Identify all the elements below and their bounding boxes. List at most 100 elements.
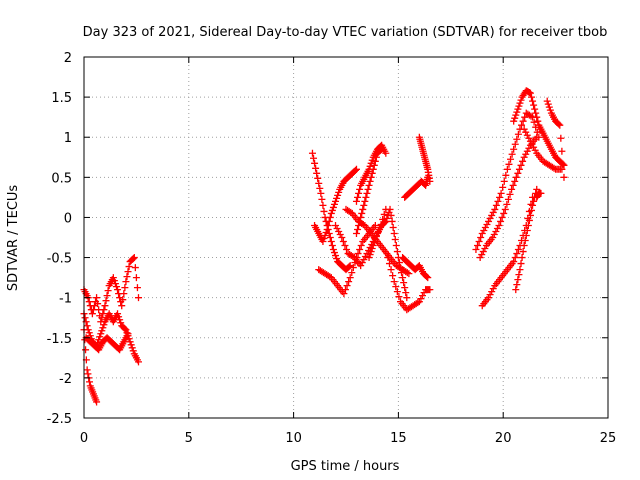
data-point (352, 229, 360, 237)
data-point (526, 211, 534, 219)
data-point (120, 290, 128, 298)
data-point (345, 263, 353, 271)
data-point (102, 297, 110, 305)
data-point (321, 231, 329, 239)
data-point (357, 213, 365, 221)
data-point (500, 209, 508, 217)
data-point (88, 310, 96, 318)
data-point (333, 194, 341, 202)
data-point (530, 101, 538, 109)
data-point (370, 161, 378, 169)
y-tick-label: -2 (59, 372, 72, 387)
data-point (510, 117, 518, 125)
data-point (333, 224, 341, 232)
data-point (515, 271, 523, 279)
data-point (328, 206, 336, 214)
data-point (121, 284, 129, 292)
data-point (123, 273, 131, 281)
data-point (360, 201, 368, 209)
data-point (385, 260, 393, 268)
data-point (381, 218, 389, 226)
data-point (402, 289, 410, 297)
data-point (85, 329, 93, 337)
data-point (496, 193, 504, 201)
data-point (511, 177, 519, 185)
data-point (560, 173, 568, 181)
data-point (424, 274, 432, 282)
data-point (308, 149, 316, 157)
data-point (99, 310, 107, 318)
data-point (324, 221, 332, 229)
series-arc-1 (80, 326, 101, 406)
series-arc-11 (352, 145, 386, 237)
data-point (319, 201, 327, 209)
data-point (372, 153, 380, 161)
data-point (335, 227, 343, 235)
x-tick-label: 25 (600, 431, 617, 446)
data-point (378, 145, 386, 153)
series-arc-2 (80, 254, 142, 326)
data-point (351, 166, 359, 174)
data-point (117, 319, 125, 327)
data-point (417, 295, 425, 303)
plot-frame (83, 56, 609, 419)
data-point (356, 246, 364, 254)
data-point (354, 193, 362, 201)
series-arc-14 (399, 254, 432, 282)
data-point (332, 221, 340, 229)
data-point (359, 205, 367, 213)
data-point (115, 313, 123, 321)
data-point (130, 254, 138, 262)
data-point (519, 117, 527, 125)
data-point (339, 238, 347, 246)
y-tick-label: -1 (59, 292, 72, 307)
data-point (81, 314, 89, 322)
data-point (508, 150, 516, 158)
data-point (515, 102, 523, 110)
data-point (485, 217, 493, 225)
data-point (521, 113, 529, 121)
data-point (365, 181, 373, 189)
data-point (481, 223, 489, 231)
data-point (349, 264, 357, 272)
data-point (326, 273, 334, 281)
data-point (368, 156, 376, 164)
data-point (97, 330, 105, 338)
data-point (476, 254, 484, 262)
data-point (393, 288, 401, 296)
data-point (312, 164, 320, 172)
data-point (325, 229, 333, 237)
data-point (323, 225, 331, 233)
y-tick-label: 1.5 (51, 91, 72, 106)
data-point (521, 237, 529, 245)
data-point (380, 210, 388, 218)
data-point (389, 272, 397, 280)
data-point (83, 322, 91, 330)
data-point (525, 134, 533, 142)
y-tick-label: 1 (64, 131, 72, 146)
data-point (486, 214, 494, 222)
data-point (517, 260, 525, 268)
data-point (520, 125, 528, 133)
data-point (488, 211, 496, 219)
data-point (134, 294, 142, 302)
x-tick-label: 0 (80, 431, 88, 446)
data-point (348, 269, 356, 277)
y-tick-label: 0 (64, 211, 72, 226)
data-point (529, 97, 537, 105)
data-point (84, 326, 92, 334)
data-point (395, 259, 403, 267)
data-point (357, 262, 365, 270)
data-point (513, 281, 521, 289)
data-point (493, 224, 501, 232)
data-point (98, 327, 106, 335)
data-point (510, 145, 518, 153)
data-point (382, 149, 390, 157)
data-point (343, 246, 351, 254)
data-point (330, 249, 338, 257)
data-point (361, 253, 369, 261)
data-point (134, 358, 142, 366)
data-point (124, 330, 132, 338)
data-point (365, 254, 373, 262)
data-point (94, 300, 102, 308)
